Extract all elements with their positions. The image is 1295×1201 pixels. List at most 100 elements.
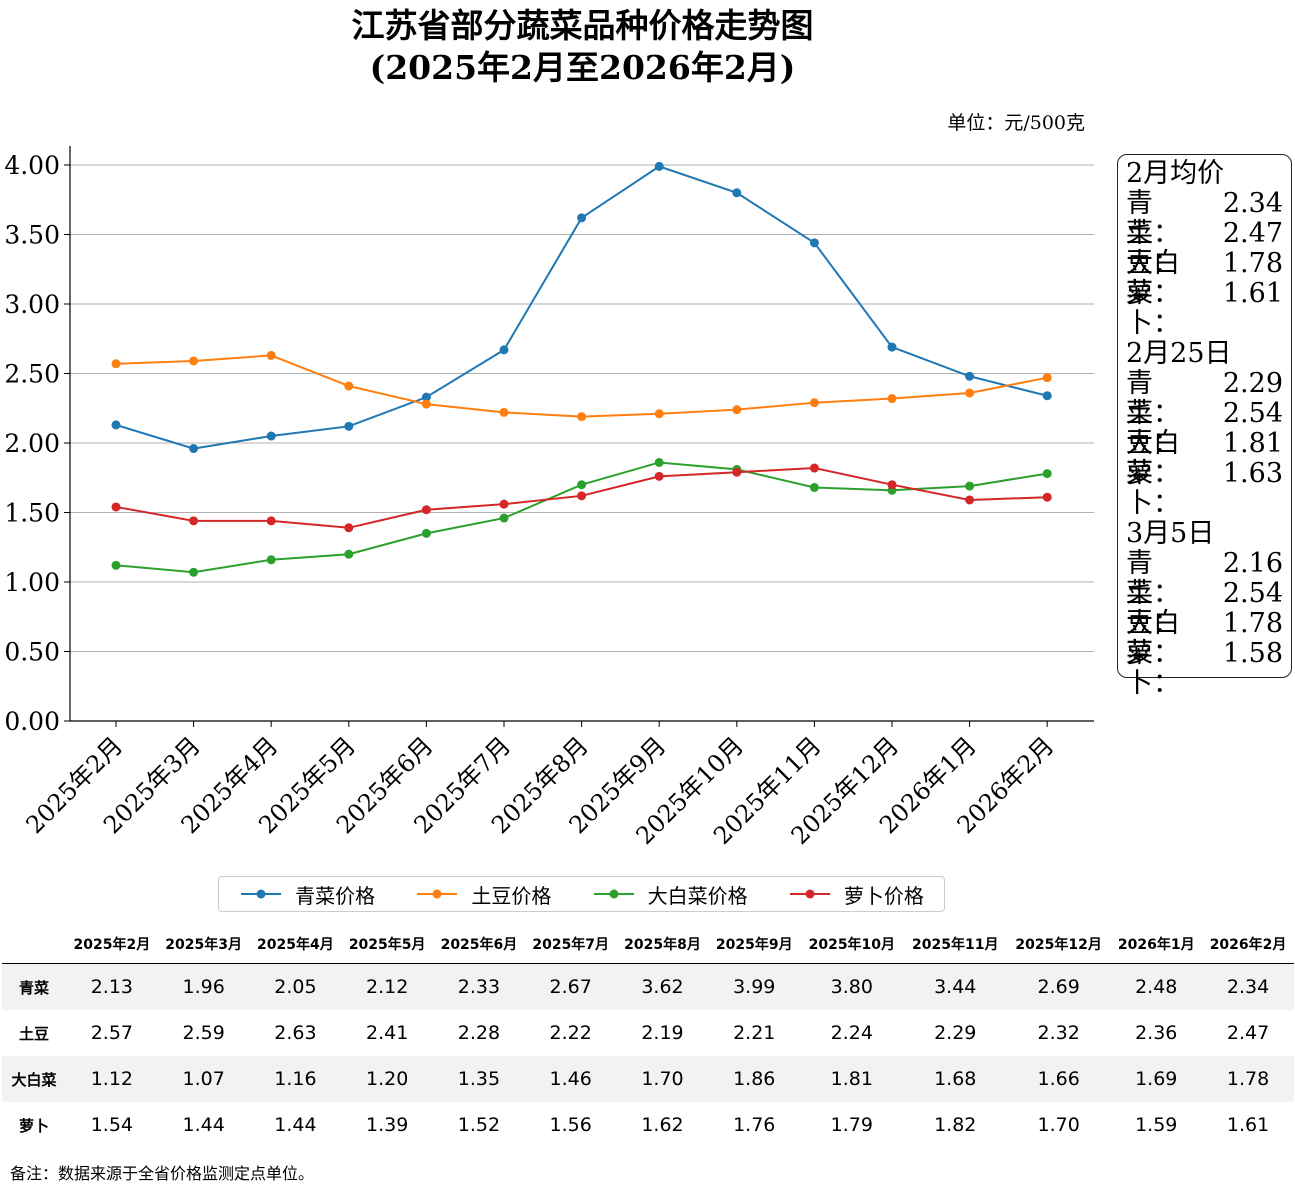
data-point — [965, 495, 975, 505]
table-header: 2025年9月 — [708, 925, 801, 964]
table-cell: 1.44 — [274, 1114, 317, 1136]
data-point — [1042, 373, 1052, 383]
data-point — [965, 481, 975, 491]
table-cell: 2.12 — [366, 976, 409, 998]
info-row: 大白菜： 1.78 — [1126, 608, 1283, 669]
info-value: 1.63 — [1222, 458, 1283, 489]
table-cell: 1.62 — [641, 1114, 684, 1136]
data-point — [577, 213, 587, 223]
table-row: 土豆 2.57 2.59 2.63 2.41 2.28 2.22 2.19 2.21 2.24 2.… — [2, 1010, 1294, 1056]
y-tick-label: 1.00 — [4, 568, 60, 597]
table-cell: 1.61 — [1226, 1114, 1270, 1136]
table-cell: 2.41 — [366, 1022, 409, 1044]
data-point — [654, 409, 664, 419]
table-cell: 1.12 — [90, 1068, 134, 1090]
chart-title: 江苏省部分蔬菜品种价格走势图 — [351, 6, 814, 45]
data-point — [421, 528, 431, 538]
table-cell: 2.57 — [90, 1022, 134, 1044]
info-value: 2.34 — [1222, 188, 1283, 219]
info-value: 2.29 — [1222, 368, 1283, 399]
data-point — [266, 431, 276, 441]
table-header: 2025年6月 — [433, 925, 525, 964]
chart-subtitle: (2025年2月至2026年2月) — [369, 48, 796, 87]
table-header: 2025年10月 — [800, 925, 904, 964]
data-point — [499, 345, 509, 355]
table-header: 2025年12月 — [1006, 925, 1111, 964]
info-section-title: 2月25日 — [1126, 338, 1232, 369]
info-label: 土 豆： — [1126, 218, 1180, 279]
table-cell: 1.07 — [182, 1068, 225, 1090]
data-point — [577, 412, 587, 422]
table-cell: 2.32 — [1037, 1022, 1080, 1044]
table-cell: 1.16 — [274, 1068, 317, 1090]
table-cell: 1.39 — [366, 1114, 409, 1136]
data-point — [421, 505, 431, 515]
table-cell: 2.33 — [457, 976, 501, 998]
data-point — [421, 399, 431, 409]
table-cell: 1.69 — [1135, 1068, 1178, 1090]
row-label: 萝卜 — [18, 1116, 49, 1135]
legend-item-1: 土豆价格 — [415, 880, 551, 909]
y-tick-label: 2.50 — [4, 360, 60, 389]
data-point — [732, 467, 742, 477]
data-point — [887, 394, 897, 404]
price-info-box: 2月均价青 菜： 2.34 土 豆： 2.47 大白菜： 1.78 萝 卜： 1.61 2月25… — [1117, 154, 1292, 699]
table-cell: 1.59 — [1135, 1114, 1178, 1136]
data-point — [111, 359, 121, 369]
table-cell: 2.48 — [1135, 976, 1178, 998]
info-value: 2.47 — [1222, 218, 1283, 249]
table-corner — [2, 925, 66, 964]
y-tick-label: 4.00 — [4, 151, 60, 180]
info-value: 1.81 — [1222, 428, 1283, 459]
data-point — [809, 238, 819, 248]
info-label: 萝 卜： — [1126, 458, 1180, 519]
table-cell: 1.52 — [457, 1114, 501, 1136]
table-cell: 3.80 — [830, 976, 873, 998]
table-header: 2025年2月 — [66, 925, 158, 964]
data-point — [266, 555, 276, 565]
info-row: 萝 卜： 1.61 — [1126, 278, 1283, 339]
info-label: 大白菜： — [1126, 608, 1180, 669]
table-cell: 2.21 — [733, 1022, 776, 1044]
data-point — [887, 480, 897, 490]
info-row: 土 豆： 2.47 — [1126, 218, 1283, 279]
table-cell: 1.79 — [830, 1114, 873, 1136]
data-point — [499, 407, 509, 417]
info-row: 青 菜： 2.29 — [1126, 368, 1283, 429]
series-line-2 — [115, 461, 1048, 574]
data-point — [1042, 391, 1052, 401]
table-header: 2026年1月 — [1110, 925, 1203, 964]
table-row: 萝卜 1.54 1.44 1.44 1.39 1.52 1.56 1.62 1.76 1.79 1.… — [2, 1102, 1294, 1148]
table-header: 2025年7月 — [524, 925, 617, 964]
info-row: 土 豆： 2.54 — [1126, 578, 1283, 639]
legend-swatch — [593, 889, 634, 899]
legend-swatch — [789, 889, 830, 899]
table-cell: 1.46 — [549, 1068, 592, 1090]
table-cell: 2.24 — [830, 1022, 873, 1044]
table-header: 2026年2月 — [1202, 925, 1294, 964]
data-point — [887, 342, 897, 352]
table-cell: 1.86 — [733, 1068, 776, 1090]
row-label: 青菜 — [18, 978, 49, 997]
info-label: 青 菜： — [1126, 368, 1180, 429]
data-point — [344, 523, 354, 533]
info-value: 2.54 — [1222, 578, 1283, 609]
table-cell: 1.70 — [1037, 1114, 1080, 1136]
table-cell: 1.76 — [733, 1114, 776, 1136]
table-cell: 1.81 — [830, 1068, 873, 1090]
chart-legend: 青菜价格 土豆价格 大白菜价格 萝卜价格 — [218, 876, 945, 912]
table-cell: 2.22 — [549, 1022, 592, 1044]
table-header: 2025年11月 — [903, 925, 1007, 964]
y-tick-label: 0.00 — [4, 707, 60, 736]
data-point — [809, 482, 819, 492]
series-line-1 — [115, 354, 1048, 418]
row-label: 大白菜 — [11, 1070, 57, 1089]
info-value: 1.61 — [1222, 278, 1283, 309]
table-cell: 2.05 — [274, 976, 317, 998]
data-point — [809, 463, 819, 473]
data-point — [421, 392, 431, 402]
line-chart: 0.000.501.001.502.002.503.003.504.002025… — [4, 146, 1094, 850]
info-section-title: 3月5日 — [1126, 518, 1215, 549]
table-cell: 2.69 — [1037, 976, 1080, 998]
y-tick-label: 3.00 — [4, 290, 60, 319]
